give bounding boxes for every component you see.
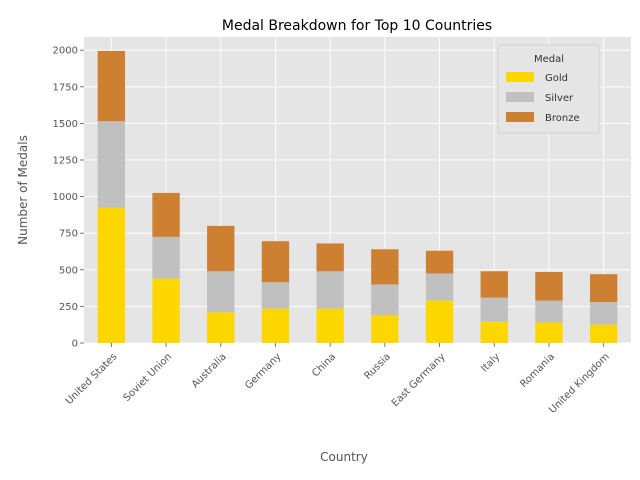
x-axis-title: Country (320, 450, 368, 464)
y-axis-title: Number of Medals (16, 135, 30, 245)
x-tick-label: Soviet Union (122, 351, 175, 404)
x-tick-label: Russia (362, 351, 393, 382)
chart-title: Medal Breakdown for Top 10 Countries (222, 18, 492, 34)
legend: Medal Gold Silver Bronze (497, 44, 600, 134)
bar-bronze (425, 250, 454, 274)
bar-silver (261, 282, 290, 309)
legend-swatch-gold (506, 72, 534, 82)
bars (97, 50, 618, 343)
bar-silver (97, 121, 126, 208)
bar-gold (316, 308, 344, 343)
bar-gold (535, 322, 563, 343)
bar-bronze (152, 192, 180, 237)
bar-bronze (207, 225, 235, 272)
x-tick-label: Romania (518, 351, 557, 390)
bar-gold (152, 278, 180, 343)
bar-bronze (316, 243, 344, 272)
x-tick-label: Italy (479, 351, 502, 374)
x-tick-label: Australia (190, 351, 229, 390)
legend-label-bronze: Bronze (545, 113, 580, 124)
y-tick-label: 2000 (53, 46, 78, 57)
bar-bronze (589, 274, 618, 303)
bar-bronze (535, 271, 563, 301)
y-tick-label: 750 (59, 229, 78, 240)
y-tick-label: 0 (72, 339, 78, 350)
legend-swatch-bronze (506, 112, 534, 122)
x-tick-label: East Germany (390, 351, 448, 409)
bar-silver (425, 273, 454, 301)
bar-silver (480, 297, 508, 322)
bar-bronze (480, 271, 508, 298)
bar-bronze (97, 50, 126, 122)
y-tick-label: 1500 (53, 119, 78, 130)
legend-label-gold: Gold (545, 73, 568, 84)
legend-swatch-silver (506, 92, 534, 102)
bar-bronze (371, 249, 399, 285)
bar-silver (152, 236, 180, 279)
y-tick-label: 500 (59, 265, 78, 276)
bar-gold (371, 315, 399, 343)
bar-gold (207, 312, 235, 343)
legend-title: Medal (534, 54, 564, 65)
y-tick-label: 250 (59, 302, 78, 313)
bar-silver (207, 271, 235, 313)
y-tick-label: 1000 (53, 192, 78, 203)
bar-gold (425, 300, 454, 343)
legend-box (497, 44, 600, 134)
x-tick-label: China (310, 351, 338, 379)
legend-label-silver: Silver (545, 93, 574, 104)
x-tick-label: United Kingdom (547, 351, 612, 416)
x-tick-label: Germany (243, 351, 283, 391)
bar-silver (589, 302, 618, 325)
bar-gold (261, 308, 290, 343)
bar-silver (535, 300, 563, 323)
y-tick-label: 1750 (53, 82, 78, 93)
bar-gold (480, 321, 508, 343)
bar-silver (371, 284, 399, 316)
bar-gold (97, 207, 126, 343)
bar-bronze (261, 241, 290, 283)
x-tick-label: United States (64, 351, 120, 407)
y-tick-label: 1250 (53, 155, 78, 166)
bar-gold (589, 324, 618, 343)
bar-silver (316, 271, 344, 309)
